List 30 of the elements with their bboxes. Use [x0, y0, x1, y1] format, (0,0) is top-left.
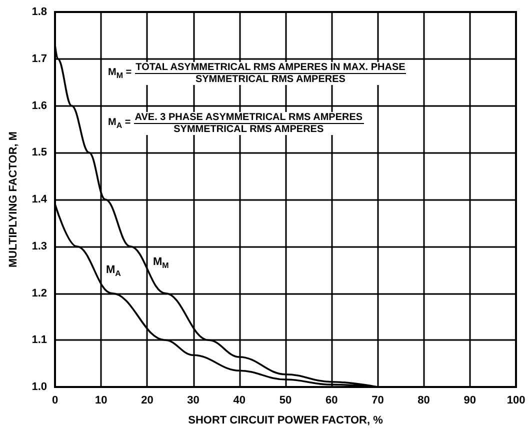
y-tick-label: 1.4: [32, 194, 48, 206]
x-tick-label: 100: [506, 394, 526, 406]
x-tick-label: 50: [279, 394, 292, 406]
annotation: M$_{A}$ =: [108, 117, 131, 130]
x-tick-label: 90: [464, 394, 476, 406]
x-tick-label: 60: [325, 394, 338, 406]
y-axis-title: MULTIPLYING FACTOR, M: [8, 131, 20, 268]
x-tick-label: 0: [52, 394, 58, 406]
y-tick-label: 1.1: [32, 334, 47, 346]
y-tick-label: 1.8: [32, 6, 47, 18]
annotation: TOTAL ASYMMETRICAL RMS AMPERES IN MAX. PHASE: [134, 62, 406, 74]
annotation: SYMMETRICAL RMS AMPERES: [174, 124, 324, 135]
y-tick-label: 1.7: [32, 52, 47, 65]
annotation: M$_{M}$: [153, 256, 169, 270]
annotation: M$_{A}$: [106, 264, 121, 278]
x-tick-label: 70: [372, 394, 384, 406]
x-tick-label: 40: [233, 394, 246, 406]
x-tick-label: 20: [141, 394, 154, 406]
x-tick-label: 30: [187, 394, 200, 406]
y-tick-label: 1.6: [32, 100, 47, 112]
x-axis-title: SHORT CIRCUIT POWER FACTOR, %: [188, 414, 384, 426]
x-tick-label: 80: [418, 394, 430, 406]
y-tick-label: 1.3: [32, 240, 47, 252]
y-tick-label: 1.0: [32, 381, 47, 393]
y-tick-label: 1.5: [32, 146, 47, 159]
annotation: M$_{M}$ =: [108, 67, 132, 80]
annotation: AVE. 3 PHASE ASYMMETRICAL RMS AMPERES: [134, 112, 364, 124]
annotation: SYMMETRICAL RMS AMPERES: [195, 74, 346, 85]
y-tick-label: 1.2: [32, 287, 47, 300]
x-tick-label: 10: [94, 394, 108, 406]
